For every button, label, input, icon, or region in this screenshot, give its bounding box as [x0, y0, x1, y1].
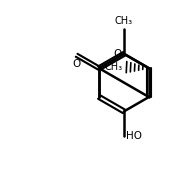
Text: HO: HO [126, 131, 142, 141]
Text: CH₃: CH₃ [105, 62, 123, 72]
Text: O: O [113, 49, 121, 59]
Text: CH₃: CH₃ [115, 16, 133, 26]
Text: O: O [73, 59, 81, 69]
